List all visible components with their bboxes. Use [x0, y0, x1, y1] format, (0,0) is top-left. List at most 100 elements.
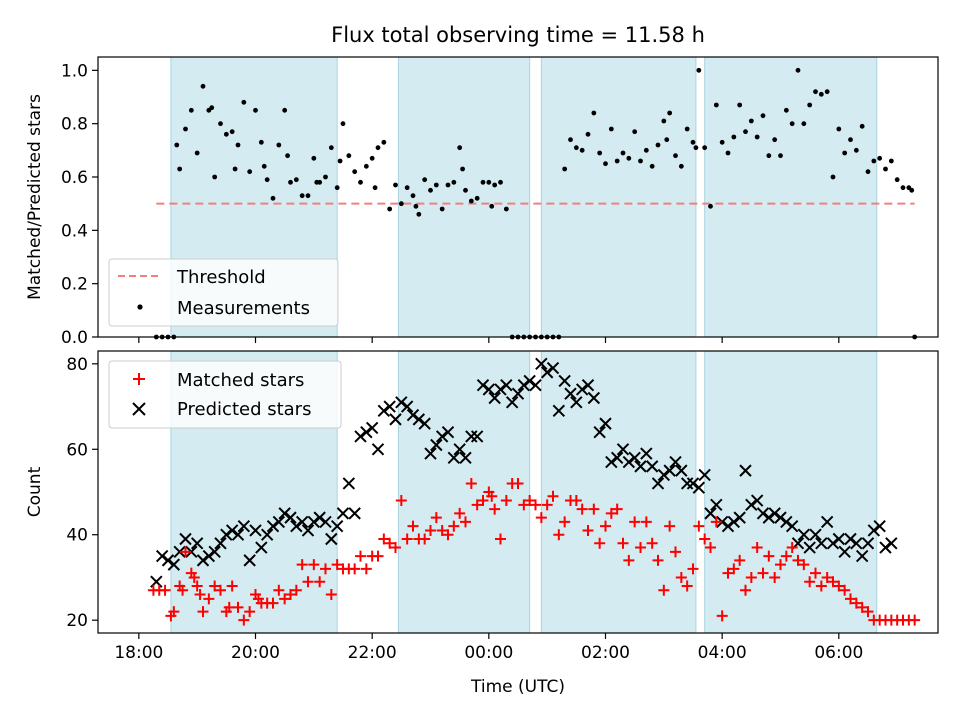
predicted-point — [850, 537, 863, 550]
predicted-point — [838, 545, 851, 559]
predicted-point — [570, 396, 583, 409]
predicted-point — [173, 545, 186, 559]
measurement-point — [772, 137, 778, 143]
top-y-tick-label: 1.0 — [61, 61, 88, 81]
predicted-point — [669, 455, 682, 469]
matched-point — [226, 580, 238, 592]
top-y-tick-label: 0.8 — [61, 115, 88, 135]
top-shaded-span-1 — [397, 56, 531, 338]
measurement-point — [690, 139, 696, 145]
bottom-x-tick-label: 00:00 — [464, 643, 513, 663]
top-title: Flux total observing time = 11.58 h — [331, 23, 705, 47]
x-axis-label: Time (UTC) — [470, 677, 565, 697]
matched-point — [804, 576, 816, 588]
matched-point — [640, 516, 652, 528]
predicted-point — [284, 511, 297, 524]
predicted-point — [797, 528, 811, 541]
measurement-point — [422, 177, 428, 183]
predicted-point — [803, 541, 816, 554]
predicted-point — [733, 511, 746, 524]
measurement-point — [404, 185, 410, 191]
predicted-point — [745, 498, 758, 512]
matched-point — [355, 550, 366, 562]
matched-point — [471, 499, 483, 511]
measurement-point — [789, 121, 795, 127]
predicted-point — [774, 511, 787, 524]
predicted-point — [301, 524, 315, 537]
predicted-point — [395, 396, 408, 409]
predicted-point — [260, 528, 274, 541]
top-legend: Threshold Measurements — [108, 258, 339, 327]
predicted-point — [756, 507, 770, 520]
predicted-point — [459, 451, 472, 465]
predicted-point — [412, 413, 426, 426]
matched-point — [203, 593, 215, 605]
matched-point — [745, 571, 757, 583]
matched-point — [652, 554, 664, 566]
matched-point — [635, 542, 646, 554]
matched-point — [209, 580, 221, 592]
bottom-shaded-span-1 — [397, 350, 531, 634]
matched-point — [839, 584, 851, 596]
predicted-point — [867, 524, 881, 537]
measurement-point — [909, 187, 915, 193]
predicted-point — [558, 374, 571, 388]
predicted-point — [482, 383, 496, 396]
measurement-point — [664, 137, 670, 143]
matched-point — [722, 567, 734, 579]
matched-point — [285, 589, 296, 601]
predicted-point — [196, 554, 210, 567]
predicted-point — [424, 447, 437, 460]
predicted-point — [319, 515, 332, 529]
predicted-point — [494, 383, 507, 396]
measurement-point — [439, 206, 445, 212]
predicted-point — [360, 425, 373, 439]
measurement-point — [358, 179, 363, 185]
matched-point — [273, 584, 285, 596]
matched-point — [594, 537, 606, 549]
predicted-point — [546, 361, 560, 375]
measurement-point — [334, 185, 340, 191]
predicted-point — [278, 507, 291, 520]
predicted-point — [488, 391, 501, 405]
matched-point — [215, 584, 226, 596]
measurement-point — [218, 121, 223, 127]
matched-point — [244, 606, 256, 618]
predicted-point — [185, 545, 198, 559]
matched-point — [909, 614, 921, 626]
predicted-point — [517, 378, 531, 392]
matched-point — [465, 477, 477, 489]
predicted-point — [552, 404, 566, 418]
bottom-x-tick-label: 20:00 — [231, 643, 280, 663]
predicted-point — [704, 507, 717, 520]
predicted-point — [622, 455, 636, 469]
matched-point — [314, 576, 326, 588]
matched-point — [448, 520, 460, 532]
top-axes-frame — [97, 56, 939, 338]
matched-point — [576, 503, 588, 515]
predicted-point — [290, 519, 303, 533]
measurement-point — [754, 134, 760, 140]
predicted-point — [721, 519, 735, 533]
matched-point — [821, 571, 833, 583]
predicted-point — [266, 519, 280, 533]
bottom-y-ticks: 20 40 60 80 — [66, 355, 98, 631]
measurement-point — [778, 153, 783, 159]
measurement-point — [468, 198, 474, 204]
predicted-point — [470, 430, 484, 443]
matched-point — [541, 499, 553, 511]
predicted-point — [441, 425, 455, 439]
measurement-point — [445, 182, 451, 188]
measurement-point — [853, 147, 859, 153]
bottom-x-tick-label: 02:00 — [581, 643, 630, 663]
predicted-point — [406, 408, 420, 422]
predicted-point — [371, 443, 385, 456]
matched-point — [728, 563, 740, 575]
matched-point — [658, 584, 670, 596]
top-panel: Flux total observing time = 11.58 h 0.00… — [25, 23, 939, 348]
measurement-point — [643, 147, 649, 153]
matched-point — [629, 516, 641, 528]
predicted-point — [400, 400, 414, 413]
predicted-point — [873, 519, 886, 533]
